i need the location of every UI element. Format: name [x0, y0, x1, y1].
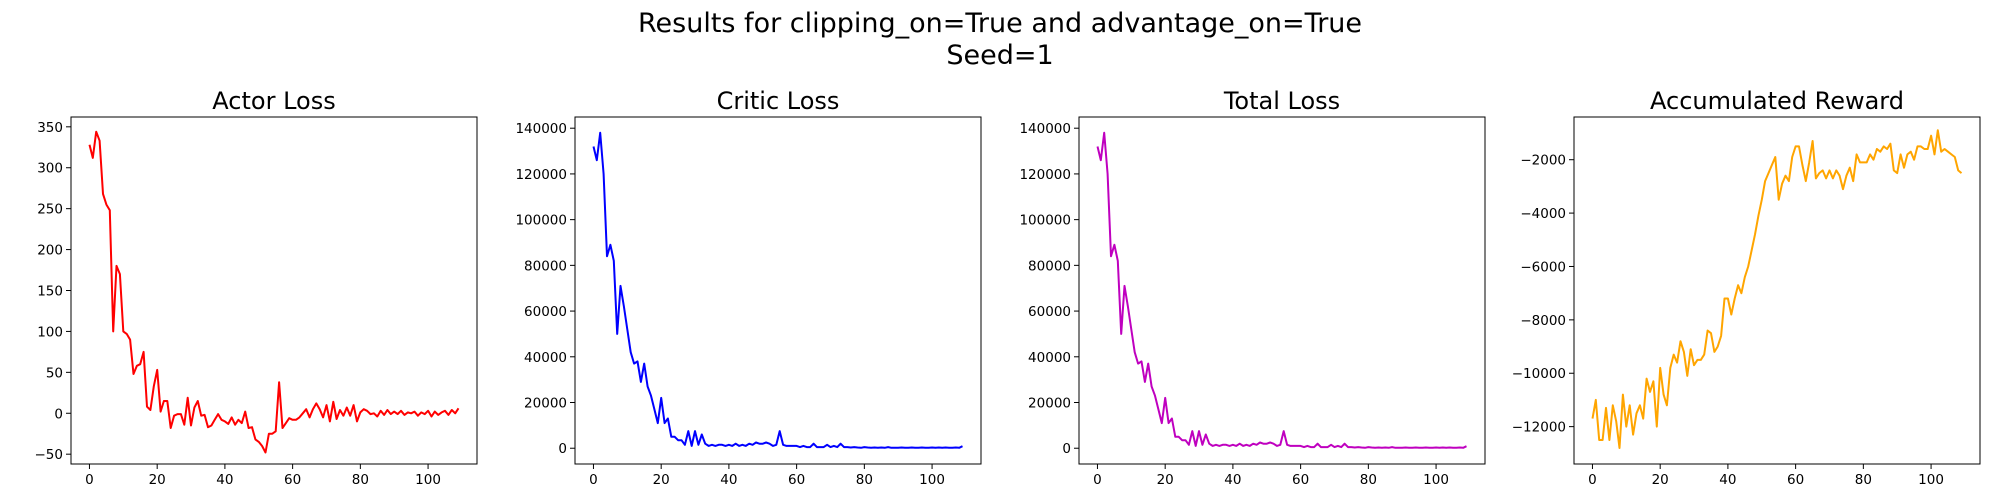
critic-loss-series-line — [592, 131, 963, 449]
actor-loss-x-tick-label: 40 — [216, 472, 233, 488]
actor-loss-x-tick-label: 80 — [352, 472, 369, 488]
actor-loss-x-tick-label: 100 — [415, 472, 441, 488]
accumulated-reward-panel: Accumulated Reward 0 20 40 60 80 100 −12000 −10… — [1512, 87, 1981, 488]
actor-loss-axes-frame — [70, 116, 478, 465]
accumulated-reward-x-tick-label: 20 — [1652, 472, 1669, 488]
critic-loss-axes-frame — [574, 116, 982, 465]
accumulated-reward-y-tick-label: −10000 — [1512, 366, 1566, 382]
figure-title-line2: Seed=1 — [946, 40, 1053, 71]
total-loss-y-tick-label: 60000 — [1028, 304, 1071, 320]
critic-loss-title: Critic Loss — [717, 87, 840, 115]
accumulated-reward-y-tick-label: −2000 — [1520, 153, 1566, 169]
actor-loss-y-tick-label: 0 — [54, 406, 63, 422]
accumulated-reward-title: Accumulated Reward — [1650, 87, 1904, 115]
critic-loss-panel: Critic Loss 0 20 40 60 80 100 0 20000 40000 60000… — [515, 87, 982, 488]
accumulated-reward-series-line — [1591, 129, 1963, 449]
actor-loss-y-tick-label: 50 — [46, 365, 63, 381]
accumulated-reward-axes-frame — [1573, 116, 1981, 465]
critic-loss-y-tick-label: 0 — [558, 441, 567, 457]
total-loss-x-tick-label: 100 — [1423, 472, 1449, 488]
actor-loss-y-tick-label: 200 — [37, 243, 63, 259]
critic-loss-x-tick-label: 20 — [653, 472, 670, 488]
actor-loss-panel: Actor Loss 0 20 40 60 80 100 −50 0 50 100 150 200 25… — [35, 87, 478, 488]
actor-loss-series-line — [88, 130, 460, 454]
accumulated-reward-y-tick-label: −6000 — [1520, 259, 1566, 275]
accumulated-reward-x-tick-label: 80 — [1855, 472, 1872, 488]
actor-loss-y-tick-label: 300 — [37, 161, 63, 177]
total-loss-title: Total Loss — [1223, 87, 1340, 115]
accumulated-reward-y-tick-label: −8000 — [1520, 313, 1566, 329]
critic-loss-x-tick-label: 100 — [919, 472, 945, 488]
actor-loss-y-tick-label: 150 — [37, 284, 63, 300]
total-loss-axes-frame — [1078, 116, 1486, 465]
critic-loss-y-tick-label: 100000 — [515, 213, 567, 229]
total-loss-x-tick-label: 80 — [1360, 472, 1377, 488]
total-loss-y-tick-label: 100000 — [1019, 213, 1071, 229]
accumulated-reward-x-tick-label: 0 — [1588, 472, 1597, 488]
actor-loss-x-tick-label: 20 — [149, 472, 166, 488]
critic-loss-y-tick-label: 40000 — [524, 350, 567, 366]
accumulated-reward-y-tick-label: −4000 — [1520, 206, 1566, 222]
critic-loss-x-tick-label: 40 — [720, 472, 737, 488]
critic-loss-y-tick-label: 20000 — [524, 396, 567, 412]
total-loss-y-tick-label: 0 — [1062, 441, 1071, 457]
critic-loss-y-tick-label: 140000 — [515, 121, 567, 137]
critic-loss-x-tick-label: 0 — [589, 472, 598, 488]
actor-loss-x-tick-label: 60 — [284, 472, 301, 488]
total-loss-y-tick-label: 120000 — [1019, 167, 1071, 183]
total-loss-y-tick-label: 40000 — [1028, 350, 1071, 366]
actor-loss-y-tick-label: 250 — [37, 202, 63, 218]
total-loss-x-tick-label: 40 — [1224, 472, 1241, 488]
actor-loss-y-tick-label: 100 — [37, 324, 63, 340]
actor-loss-y-tick-label: −50 — [35, 447, 64, 463]
total-loss-x-tick-label: 20 — [1157, 472, 1174, 488]
total-loss-y-tick-label: 140000 — [1019, 121, 1071, 137]
accumulated-reward-y-tick-label: −12000 — [1512, 420, 1566, 436]
total-loss-y-tick-label: 80000 — [1028, 258, 1071, 274]
total-loss-y-tick-label: 20000 — [1028, 396, 1071, 412]
critic-loss-x-tick-label: 60 — [788, 472, 805, 488]
critic-loss-y-tick-label: 120000 — [515, 167, 567, 183]
total-loss-x-tick-label: 0 — [1093, 472, 1102, 488]
critic-loss-x-tick-label: 80 — [856, 472, 873, 488]
actor-loss-x-tick-label: 0 — [85, 472, 94, 488]
actor-loss-y-tick-label: 350 — [37, 120, 63, 136]
actor-loss-title: Actor Loss — [212, 87, 335, 115]
figure-title-line1: Results for clipping_on=True and advanta… — [638, 8, 1362, 39]
accumulated-reward-x-tick-label: 40 — [1719, 472, 1736, 488]
critic-loss-y-tick-label: 80000 — [524, 258, 567, 274]
total-loss-panel: Total Loss 0 20 40 60 80 100 0 20000 40000 60000 8… — [1019, 87, 1486, 488]
total-loss-x-tick-label: 60 — [1292, 472, 1309, 488]
accumulated-reward-x-tick-label: 100 — [1918, 472, 1944, 488]
total-loss-series-line — [1096, 131, 1467, 449]
accumulated-reward-x-tick-label: 60 — [1787, 472, 1804, 488]
critic-loss-y-tick-label: 60000 — [524, 304, 567, 320]
